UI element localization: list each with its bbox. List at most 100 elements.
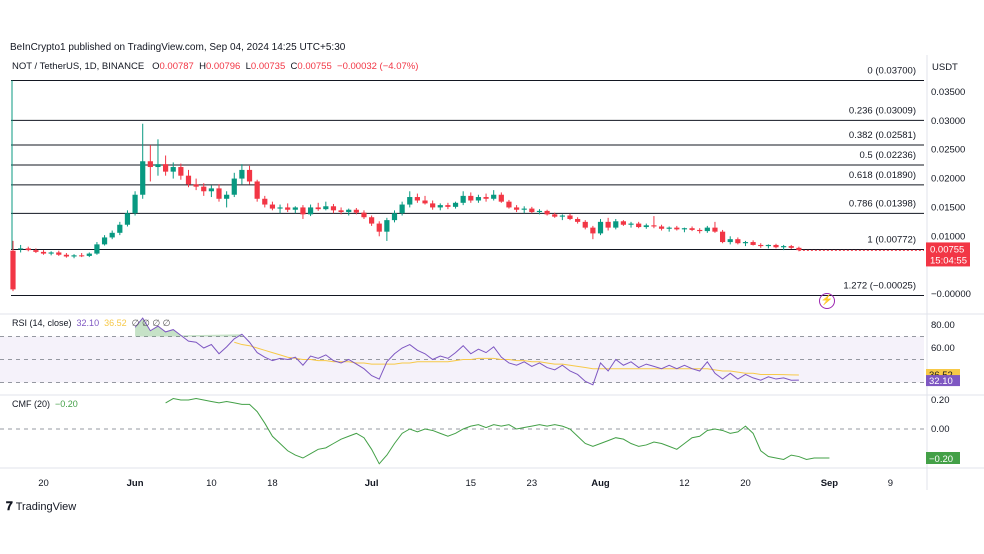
candle-body	[773, 244, 779, 248]
time-axis-label: 20	[740, 478, 751, 489]
price-tick-label: −0.00000	[931, 289, 971, 300]
candle-body	[697, 229, 703, 232]
candle-body	[506, 201, 512, 208]
fib-label: 0.786 (0.01398)	[849, 198, 916, 209]
candle-body	[330, 206, 337, 211]
candle-body	[18, 248, 24, 250]
candle-body	[399, 204, 405, 214]
candle-body	[422, 200, 428, 204]
candle-body	[63, 254, 70, 257]
candle-body	[536, 210, 543, 213]
time-axis-label: Jun	[127, 478, 144, 489]
fib-label: 0 (0.03700)	[867, 65, 916, 76]
candle-body	[117, 224, 123, 233]
rsi-overbought-fill	[135, 318, 242, 337]
rsi-value: 32.10	[76, 318, 100, 328]
candle-body	[567, 215, 573, 219]
candle-body	[628, 223, 634, 225]
candle-body	[33, 250, 39, 252]
candle-body	[475, 197, 482, 201]
candle-body	[269, 204, 276, 209]
candle-body	[719, 231, 726, 243]
candle-body	[597, 221, 604, 234]
cmf-label: CMF (20)	[12, 399, 50, 409]
rsi-ma-tag	[926, 369, 960, 381]
candle-body	[71, 255, 77, 257]
candle-body	[491, 194, 497, 199]
low-value: 0.00735	[250, 61, 286, 72]
tradingview-brand[interactable]: 𝟕 TradingView	[6, 499, 76, 514]
candle-body	[468, 195, 474, 201]
time-axis-label: 20	[38, 478, 49, 489]
candle-body	[208, 188, 214, 192]
candle-body	[254, 181, 260, 199]
candle-body	[704, 227, 710, 232]
time-axis-label: 18	[267, 478, 278, 489]
close-label: C	[290, 61, 298, 72]
last-price-tag	[926, 242, 970, 267]
candle-body	[575, 218, 581, 222]
candle-body	[79, 255, 85, 257]
price-tick-label: 0.03500	[931, 87, 965, 98]
candle-body	[315, 207, 321, 210]
candle-body	[178, 167, 184, 176]
time-axis-label: 12	[679, 478, 690, 489]
candle-body	[163, 164, 169, 172]
candle-body	[147, 161, 153, 168]
price-tick-label: 0.02500	[931, 145, 965, 156]
candle-body	[48, 252, 54, 254]
candle-body	[681, 228, 688, 230]
lightning-icon[interactable]: ⚡	[819, 293, 835, 309]
candle-body	[414, 197, 420, 201]
candle-body	[124, 213, 131, 225]
candle-body	[605, 221, 611, 228]
candle-body	[658, 226, 665, 229]
cmf-line	[165, 398, 830, 465]
candle-body	[140, 161, 146, 195]
candle-body	[552, 214, 558, 217]
candle-body	[582, 221, 588, 228]
candle-body	[338, 210, 344, 213]
candle-body	[361, 212, 367, 218]
candle-body	[86, 253, 92, 256]
currency-label[interactable]: USDT	[932, 62, 958, 73]
candle-body	[201, 186, 207, 192]
rsi-tick-label: 60.00	[931, 343, 955, 354]
candle-body	[94, 244, 100, 254]
candle-body	[674, 227, 680, 230]
candle-body	[636, 223, 642, 228]
time-axis-label: Aug	[591, 478, 610, 489]
candle-body	[643, 225, 649, 228]
candle-body	[109, 232, 115, 238]
rsi-legend: RSI (14, close) 32.10 36.52 ∅ ∅ ∅ ∅	[12, 318, 171, 329]
low-label: L	[245, 61, 251, 72]
candle-body	[521, 208, 527, 210]
candle-body	[246, 169, 253, 182]
candle-body	[101, 237, 108, 245]
candle-body	[590, 227, 596, 234]
cmf-legend: CMF (20) −0.20	[12, 399, 78, 409]
rsi-tag	[926, 375, 960, 387]
candle-body	[765, 244, 771, 247]
candle-body	[292, 207, 298, 210]
candle-body	[40, 251, 47, 254]
time-axis-label: 15	[466, 478, 477, 489]
rsi-ma-value: 36.52	[104, 318, 127, 328]
fib-label: 1.272 (−0.00025)	[843, 280, 916, 291]
cmf-tick-label: 0.00	[931, 424, 950, 435]
candle-body	[25, 248, 31, 251]
candle-body	[788, 246, 794, 248]
candle-body	[781, 246, 787, 248]
candle-body	[369, 217, 375, 224]
rsi-icons[interactable]: ∅ ∅ ∅ ∅	[131, 318, 171, 328]
candle-body	[407, 197, 413, 205]
candle-body	[376, 223, 382, 232]
symbol-header: NOT / TetherUS, 1D, BINANCE O0.00787 H0.…	[12, 61, 418, 72]
fib-label: 0.618 (0.01890)	[849, 170, 916, 181]
candle-body	[452, 202, 459, 207]
candle-body	[193, 184, 199, 187]
time-axis-label: Sep	[821, 478, 839, 489]
candle-body	[307, 207, 314, 215]
tradingview-logo-icon: 𝟕	[6, 499, 13, 513]
